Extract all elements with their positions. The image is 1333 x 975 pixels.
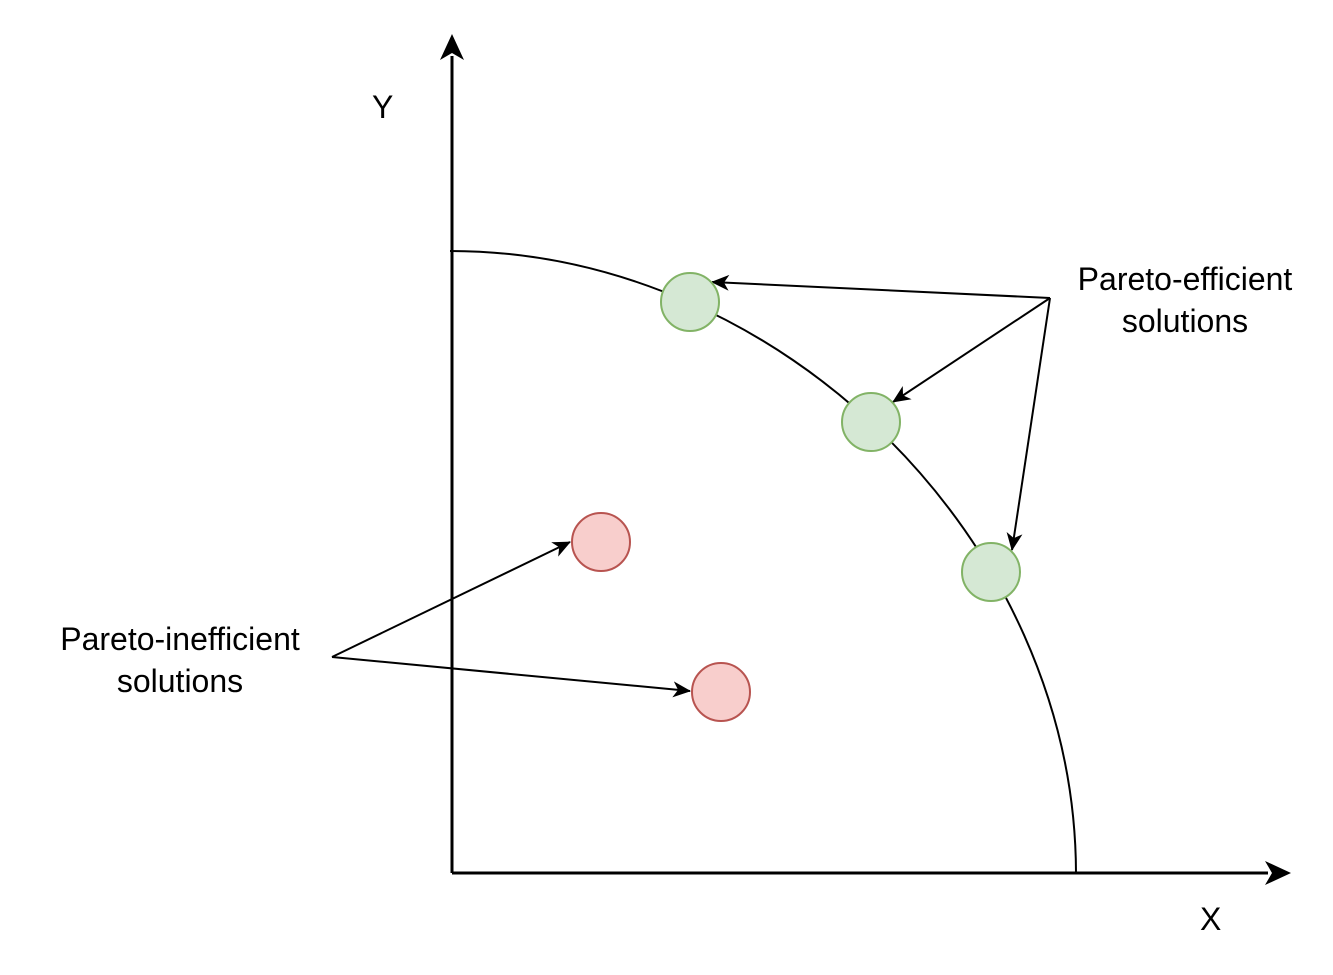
efficient-label-line-1: Pareto-efficient xyxy=(1077,261,1293,297)
inefficient-label-line-1: Pareto-inefficient xyxy=(60,621,300,657)
axes xyxy=(440,34,1291,885)
x-axis-label: X xyxy=(1200,901,1222,937)
inefficient-solutions-label: Pareto-inefficient solutions xyxy=(34,618,326,702)
inefficient-arrows xyxy=(331,541,691,698)
inefficient-point xyxy=(691,662,751,722)
efficient-label-line-2: solutions xyxy=(1121,303,1249,339)
inefficient-label-line-2: solutions xyxy=(116,663,244,699)
efficient-point xyxy=(841,392,901,452)
arrow-to-efficient-2 xyxy=(892,297,1051,403)
efficient-points xyxy=(660,272,1021,602)
arrow-to-efficient-1 xyxy=(711,274,1051,299)
efficient-arrows xyxy=(711,274,1051,551)
x-axis-arrowhead xyxy=(1265,861,1291,885)
efficient-solutions-label: Pareto-efficient solutions xyxy=(1050,258,1320,342)
arrow-to-inefficient-2 xyxy=(331,656,691,698)
arrow-to-efficient-3 xyxy=(1006,297,1051,551)
inefficient-point xyxy=(571,512,631,572)
y-axis-arrowhead xyxy=(440,34,464,60)
inefficient-points xyxy=(571,512,751,722)
efficient-point xyxy=(961,542,1021,602)
efficient-point xyxy=(660,272,720,332)
y-axis-label: Y xyxy=(372,89,394,125)
arrow-to-inefficient-1 xyxy=(331,541,571,658)
